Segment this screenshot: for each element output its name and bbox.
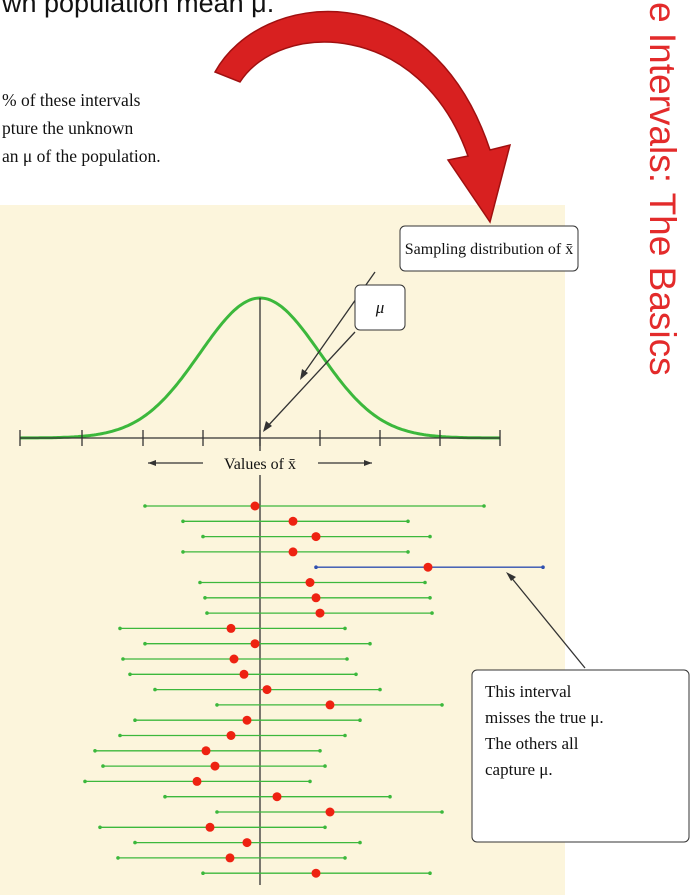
interval-end (215, 810, 219, 814)
sample-mean (312, 593, 321, 602)
interval-end (428, 535, 432, 539)
interval-end (430, 611, 434, 615)
interval-end (205, 611, 209, 615)
interval-end (343, 734, 347, 738)
miss-note-line: misses the true μ. (485, 708, 604, 727)
sample-mean (243, 838, 252, 847)
interval-end (358, 718, 362, 722)
note-line: % of these intervals (2, 90, 141, 110)
interval-end (143, 504, 147, 508)
sample-mean (230, 655, 239, 664)
sample-mean (202, 746, 211, 755)
interval-end (203, 596, 207, 600)
interval-end (314, 565, 318, 569)
interval-end (428, 871, 432, 875)
interval-end (368, 642, 372, 646)
interval-end (354, 673, 358, 677)
interval-end (201, 535, 205, 539)
interval-end (378, 688, 382, 692)
slide: wn population mean μ. e Intervals: The B… (0, 0, 692, 895)
interval-end (163, 795, 167, 799)
interval-end (406, 520, 410, 524)
interval-end (116, 856, 120, 860)
sample-mean (227, 624, 236, 633)
sample-mean (312, 869, 321, 878)
sample-mean (227, 731, 236, 740)
interval-end (440, 810, 444, 814)
interval-end (118, 734, 122, 738)
interval-end (428, 596, 432, 600)
interval-end (93, 749, 97, 753)
note-line: pture the unknown (2, 118, 133, 138)
sample-mean (312, 532, 321, 541)
sample-mean (226, 853, 235, 862)
interval-end (440, 703, 444, 707)
interval-end (345, 657, 349, 661)
interval-end (133, 718, 137, 722)
interval-end (198, 581, 202, 585)
interval-end (423, 581, 427, 585)
interval-end (406, 550, 410, 554)
sample-mean (424, 563, 433, 572)
interval-end (215, 703, 219, 707)
interval-end (482, 504, 486, 508)
interval-end (181, 520, 185, 524)
sample-mean (206, 823, 215, 832)
sample-mean (243, 716, 252, 725)
miss-note-line: This interval (485, 682, 572, 701)
sample-mean (289, 547, 298, 556)
interval-end (143, 642, 147, 646)
side-title: e Intervals: The Basics (642, 2, 683, 376)
heading-fragment: wn population mean μ. (1, 0, 274, 18)
note: % of these intervals pture the unknown a… (2, 90, 161, 166)
sample-mean (289, 517, 298, 526)
interval-end (153, 688, 157, 692)
interval-end (318, 749, 322, 753)
sample-mean (193, 777, 202, 786)
sample-mean (251, 502, 260, 511)
interval-end (308, 780, 312, 784)
page: wn population mean μ. e Intervals: The B… (0, 0, 692, 895)
interval-end (323, 764, 327, 768)
interval-end (118, 627, 122, 631)
sample-mean (316, 609, 325, 618)
interval-end (323, 826, 327, 830)
note-line: an μ of the population. (2, 146, 161, 166)
interval-end (181, 550, 185, 554)
miss-note-line: capture μ. (485, 760, 553, 779)
interval-end (98, 826, 102, 830)
interval-end (121, 657, 125, 661)
interval-end (133, 841, 137, 845)
interval-end (83, 780, 87, 784)
sample-mean (306, 578, 315, 587)
interval-end (343, 627, 347, 631)
curved-arrow (215, 12, 510, 222)
axis-label: Values of x̄ (224, 456, 296, 473)
interval-end (128, 673, 132, 677)
interval-end (343, 856, 347, 860)
sample-mean (211, 762, 220, 771)
sample-mean (326, 808, 335, 817)
miss-note-line: The others all (485, 734, 579, 753)
interval-end (101, 764, 105, 768)
mu-label: μ (375, 298, 385, 317)
interval-end (541, 565, 545, 569)
sample-mean (263, 685, 272, 694)
sample-mean (251, 639, 260, 648)
sampling-label: Sampling distribution of x̄ (405, 241, 573, 258)
interval-end (388, 795, 392, 799)
sample-mean (240, 670, 249, 679)
sample-mean (273, 792, 282, 801)
interval-end (201, 871, 205, 875)
interval-end (358, 841, 362, 845)
sample-mean (326, 700, 335, 709)
